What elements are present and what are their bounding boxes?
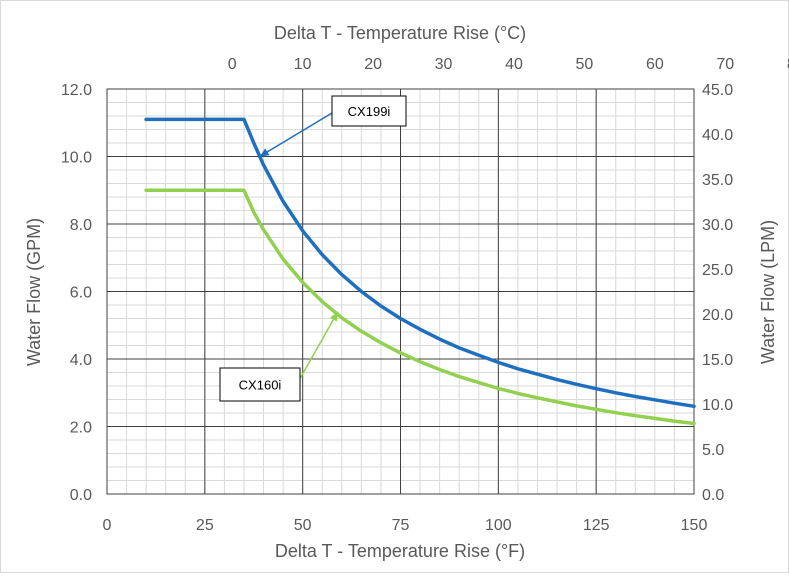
right-axis-title: Water Flow (LPM)	[758, 220, 778, 364]
series-line-cx199i	[144, 117, 696, 409]
top-tick-label: 20	[364, 56, 382, 73]
left-tick-label: 8.0	[70, 217, 92, 234]
left-tick-label: 2.0	[70, 420, 92, 437]
top-tick-label: 50	[576, 56, 594, 73]
bottom-tick-label: 0	[103, 517, 112, 534]
callout-arrowhead-cx160i	[329, 311, 338, 322]
left-tick-label: 0.0	[70, 487, 92, 504]
right-tick-label: 5.0	[702, 442, 724, 459]
top-axis-ticks: 0 10 20 30 40 50 60 70 80	[228, 56, 789, 73]
callout-leader-cx199i	[259, 112, 333, 158]
callout-box-cx160i	[219, 367, 301, 402]
top-tick-label: 40	[505, 56, 523, 73]
callout-label-cx160i: CX160i	[239, 378, 282, 393]
top-tick-label: 30	[435, 56, 453, 73]
callout-box-cx199i	[331, 95, 407, 127]
left-tick-label: 10.0	[61, 150, 92, 167]
right-tick-label: 35.0	[702, 172, 733, 189]
left-axis-title: Water Flow (GPM)	[24, 218, 44, 366]
top-tick-label: 10	[294, 56, 312, 73]
top-tick-label: 80	[787, 56, 789, 73]
bottom-axis-ticks: 0 25 50 75 100 125 150	[103, 517, 708, 534]
right-tick-label: 40.0	[702, 127, 733, 144]
top-tick-label: 60	[646, 56, 664, 73]
bottom-axis-title: Delta T - Temperature Rise (°F)	[275, 541, 525, 561]
plot-area-border	[106, 88, 695, 495]
right-tick-label: 30.0	[702, 217, 733, 234]
left-tick-label: 12.0	[61, 82, 92, 99]
right-axis-ticks: 0.0 5.0 10.0 15.0 20.0 25.0 30.0 35.0 40.0 45.0	[702, 82, 733, 504]
bottom-tick-label: 100	[485, 517, 512, 534]
bottom-tick-label: 150	[681, 517, 708, 534]
series-line-cx160i	[144, 188, 696, 426]
left-tick-label: 6.0	[70, 285, 92, 302]
major-gridlines	[106, 88, 695, 495]
right-tick-label: 20.0	[702, 307, 733, 324]
bottom-tick-label: 25	[196, 517, 214, 534]
callout-arrowhead-cx199i	[259, 148, 270, 157]
bottom-tick-label: 50	[294, 517, 312, 534]
right-tick-label: 10.0	[702, 397, 733, 414]
right-tick-label: 0.0	[702, 487, 724, 504]
series-layer	[144, 117, 696, 426]
callout-label-cx199i: CX199i	[348, 104, 391, 119]
bottom-tick-label: 125	[583, 517, 610, 534]
left-tick-label: 4.0	[70, 352, 92, 369]
top-tick-label: 0	[228, 56, 237, 73]
right-tick-label: 45.0	[702, 82, 733, 99]
right-tick-label: 15.0	[702, 352, 733, 369]
annotations-layer: CX199i CX160i	[219, 95, 407, 402]
bottom-tick-label: 75	[392, 517, 410, 534]
top-tick-label: 70	[716, 56, 734, 73]
top-axis-title: Delta T - Temperature Rise (°C)	[274, 23, 526, 43]
right-tick-label: 25.0	[702, 262, 733, 279]
callout-leader-cx160i	[297, 311, 339, 383]
left-axis-ticks: 0.0 2.0 4.0 6.0 8.0 10.0 12.0	[61, 82, 92, 504]
